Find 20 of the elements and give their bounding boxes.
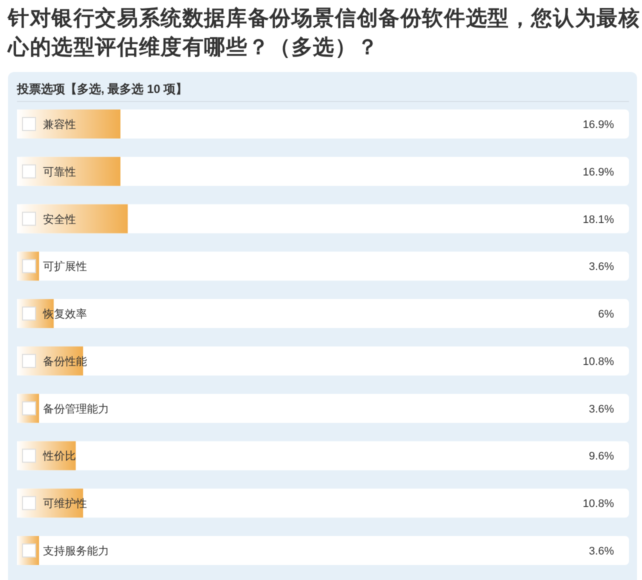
chart-subtitle: 投票选项【多选, 最多选 10 项】 bbox=[16, 82, 188, 96]
y-tick-label: 支持服务能力 bbox=[43, 544, 109, 558]
data-label: 10.8% bbox=[582, 356, 614, 368]
data-label: 3.6% bbox=[588, 261, 614, 274]
data-label: 10.8% bbox=[582, 498, 614, 510]
data-label: 18.1% bbox=[582, 214, 614, 226]
data-label: 3.6% bbox=[588, 403, 614, 416]
y-tick-label: 性价比 bbox=[42, 450, 76, 463]
data-label: 6% bbox=[598, 308, 614, 321]
y-tick-label: 备份管理能力 bbox=[43, 402, 109, 416]
chart-title: 针对银行交易系统数据库备份场景信创备份软件选型，您认为最核心的选型评估维度有哪些？（多选）？ bbox=[8, 6, 642, 61]
data-label: 16.9% bbox=[582, 166, 614, 178]
data-label: 16.9% bbox=[582, 119, 614, 131]
data-label: 3.6% bbox=[588, 546, 614, 558]
y-tick-label: 恢复效率 bbox=[42, 308, 87, 321]
y-tick-label: 可扩展性 bbox=[43, 260, 87, 274]
y-tick-label: 兼容性 bbox=[43, 118, 76, 131]
y-tick-label: 可靠性 bbox=[43, 166, 76, 178]
y-tick-label: 安全性 bbox=[43, 212, 76, 226]
data-label: 9.6% bbox=[588, 450, 614, 463]
